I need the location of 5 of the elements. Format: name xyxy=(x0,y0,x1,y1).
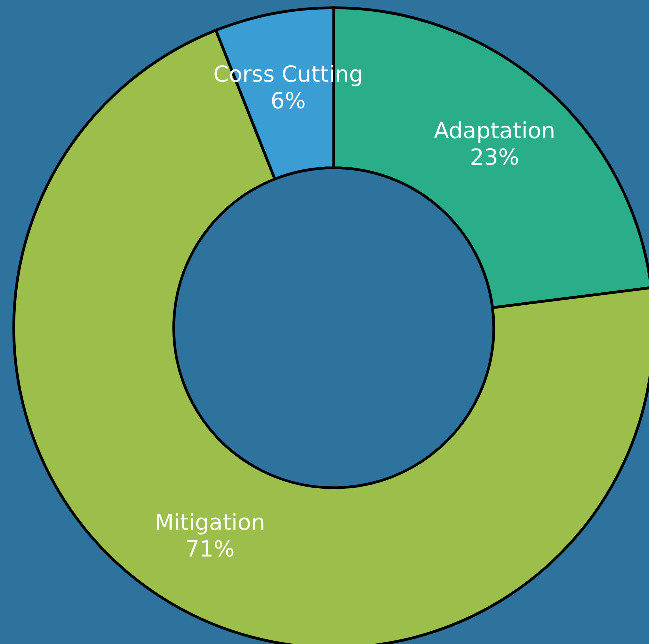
slice-label: Adaptation xyxy=(434,122,554,144)
slice-label: Mitigation xyxy=(157,513,264,535)
data-label: 71% xyxy=(187,540,234,558)
data-label: 23% xyxy=(472,148,518,166)
data-label: 6% xyxy=(272,92,305,109)
